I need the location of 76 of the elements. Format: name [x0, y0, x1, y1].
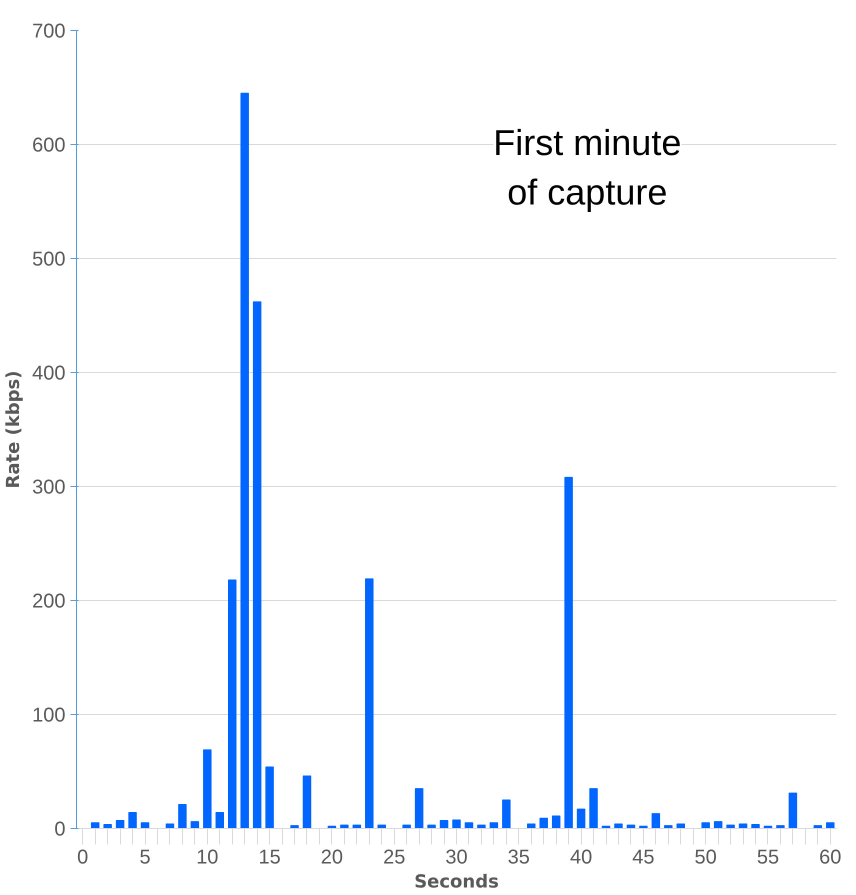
bar	[90, 822, 100, 828]
bar	[178, 804, 187, 828]
x-tick-label: 5	[139, 846, 151, 868]
bar	[539, 818, 548, 828]
bar	[240, 92, 249, 828]
x-axis-title: Seconds	[414, 872, 499, 892]
bar	[440, 820, 448, 828]
bar	[751, 824, 760, 828]
bar	[788, 792, 798, 828]
bar	[464, 822, 474, 828]
y-tick-label: 300	[32, 476, 66, 498]
bar	[328, 826, 336, 828]
y-tick-label: 500	[32, 248, 66, 270]
bar	[190, 821, 200, 828]
x-tick-label: 15	[258, 846, 281, 868]
x-tick-label: 10	[196, 846, 218, 868]
bar	[701, 822, 710, 828]
x-tick-label: 50	[694, 846, 717, 868]
bar	[128, 812, 137, 828]
bar	[414, 788, 424, 828]
x-tick-label: 20	[320, 846, 344, 868]
x-tick-label: 40	[570, 846, 592, 868]
bar	[203, 749, 212, 828]
y-axis-title: Rate (kbps)	[3, 370, 24, 488]
bar	[564, 476, 573, 828]
bar	[228, 579, 236, 828]
x-tick-label: 30	[445, 846, 468, 868]
bar	[664, 825, 673, 828]
bar	[676, 823, 685, 828]
bar	[714, 821, 722, 828]
bar	[252, 301, 262, 828]
bar	[116, 820, 124, 828]
x-tick-label: 60	[819, 846, 842, 868]
bar	[776, 825, 785, 828]
bar	[290, 825, 299, 828]
bar	[265, 766, 274, 828]
bar	[626, 824, 636, 828]
bar	[140, 822, 150, 828]
y-tick-label: 600	[32, 134, 66, 156]
y-tick-label: 200	[32, 590, 66, 612]
bar	[302, 776, 312, 828]
bar	[490, 822, 498, 828]
bar	[103, 824, 112, 828]
bar	[652, 813, 660, 828]
x-tick-label: 35	[508, 846, 530, 868]
x-tick-label: 55	[756, 846, 780, 868]
bar	[552, 815, 560, 828]
bar	[589, 788, 598, 828]
bar	[427, 824, 436, 828]
bar	[614, 823, 623, 828]
bar	[726, 824, 735, 828]
bar	[352, 824, 362, 828]
bar	[826, 822, 835, 828]
bar	[502, 800, 511, 828]
bar	[378, 824, 386, 828]
x-tick-label: 45	[632, 846, 655, 868]
x-tick-label: 0	[77, 846, 88, 868]
bar	[639, 826, 648, 828]
bar	[738, 823, 748, 828]
y-tick-label: 0	[54, 818, 66, 840]
bar	[452, 819, 461, 828]
bar	[477, 824, 486, 828]
bar	[764, 826, 772, 828]
bar	[527, 823, 536, 828]
y-tick-label: 100	[32, 704, 66, 726]
y-tick-label: 400	[32, 362, 66, 384]
bar	[340, 824, 349, 828]
bar	[576, 808, 586, 828]
x-tick-label: 25	[383, 846, 406, 868]
bar	[166, 823, 174, 828]
text: First minute of capture	[493, 122, 682, 212]
bar	[402, 824, 411, 828]
y-tick-label: 700	[32, 20, 66, 42]
bar	[216, 812, 224, 828]
bar	[814, 825, 822, 828]
bar	[365, 578, 374, 828]
